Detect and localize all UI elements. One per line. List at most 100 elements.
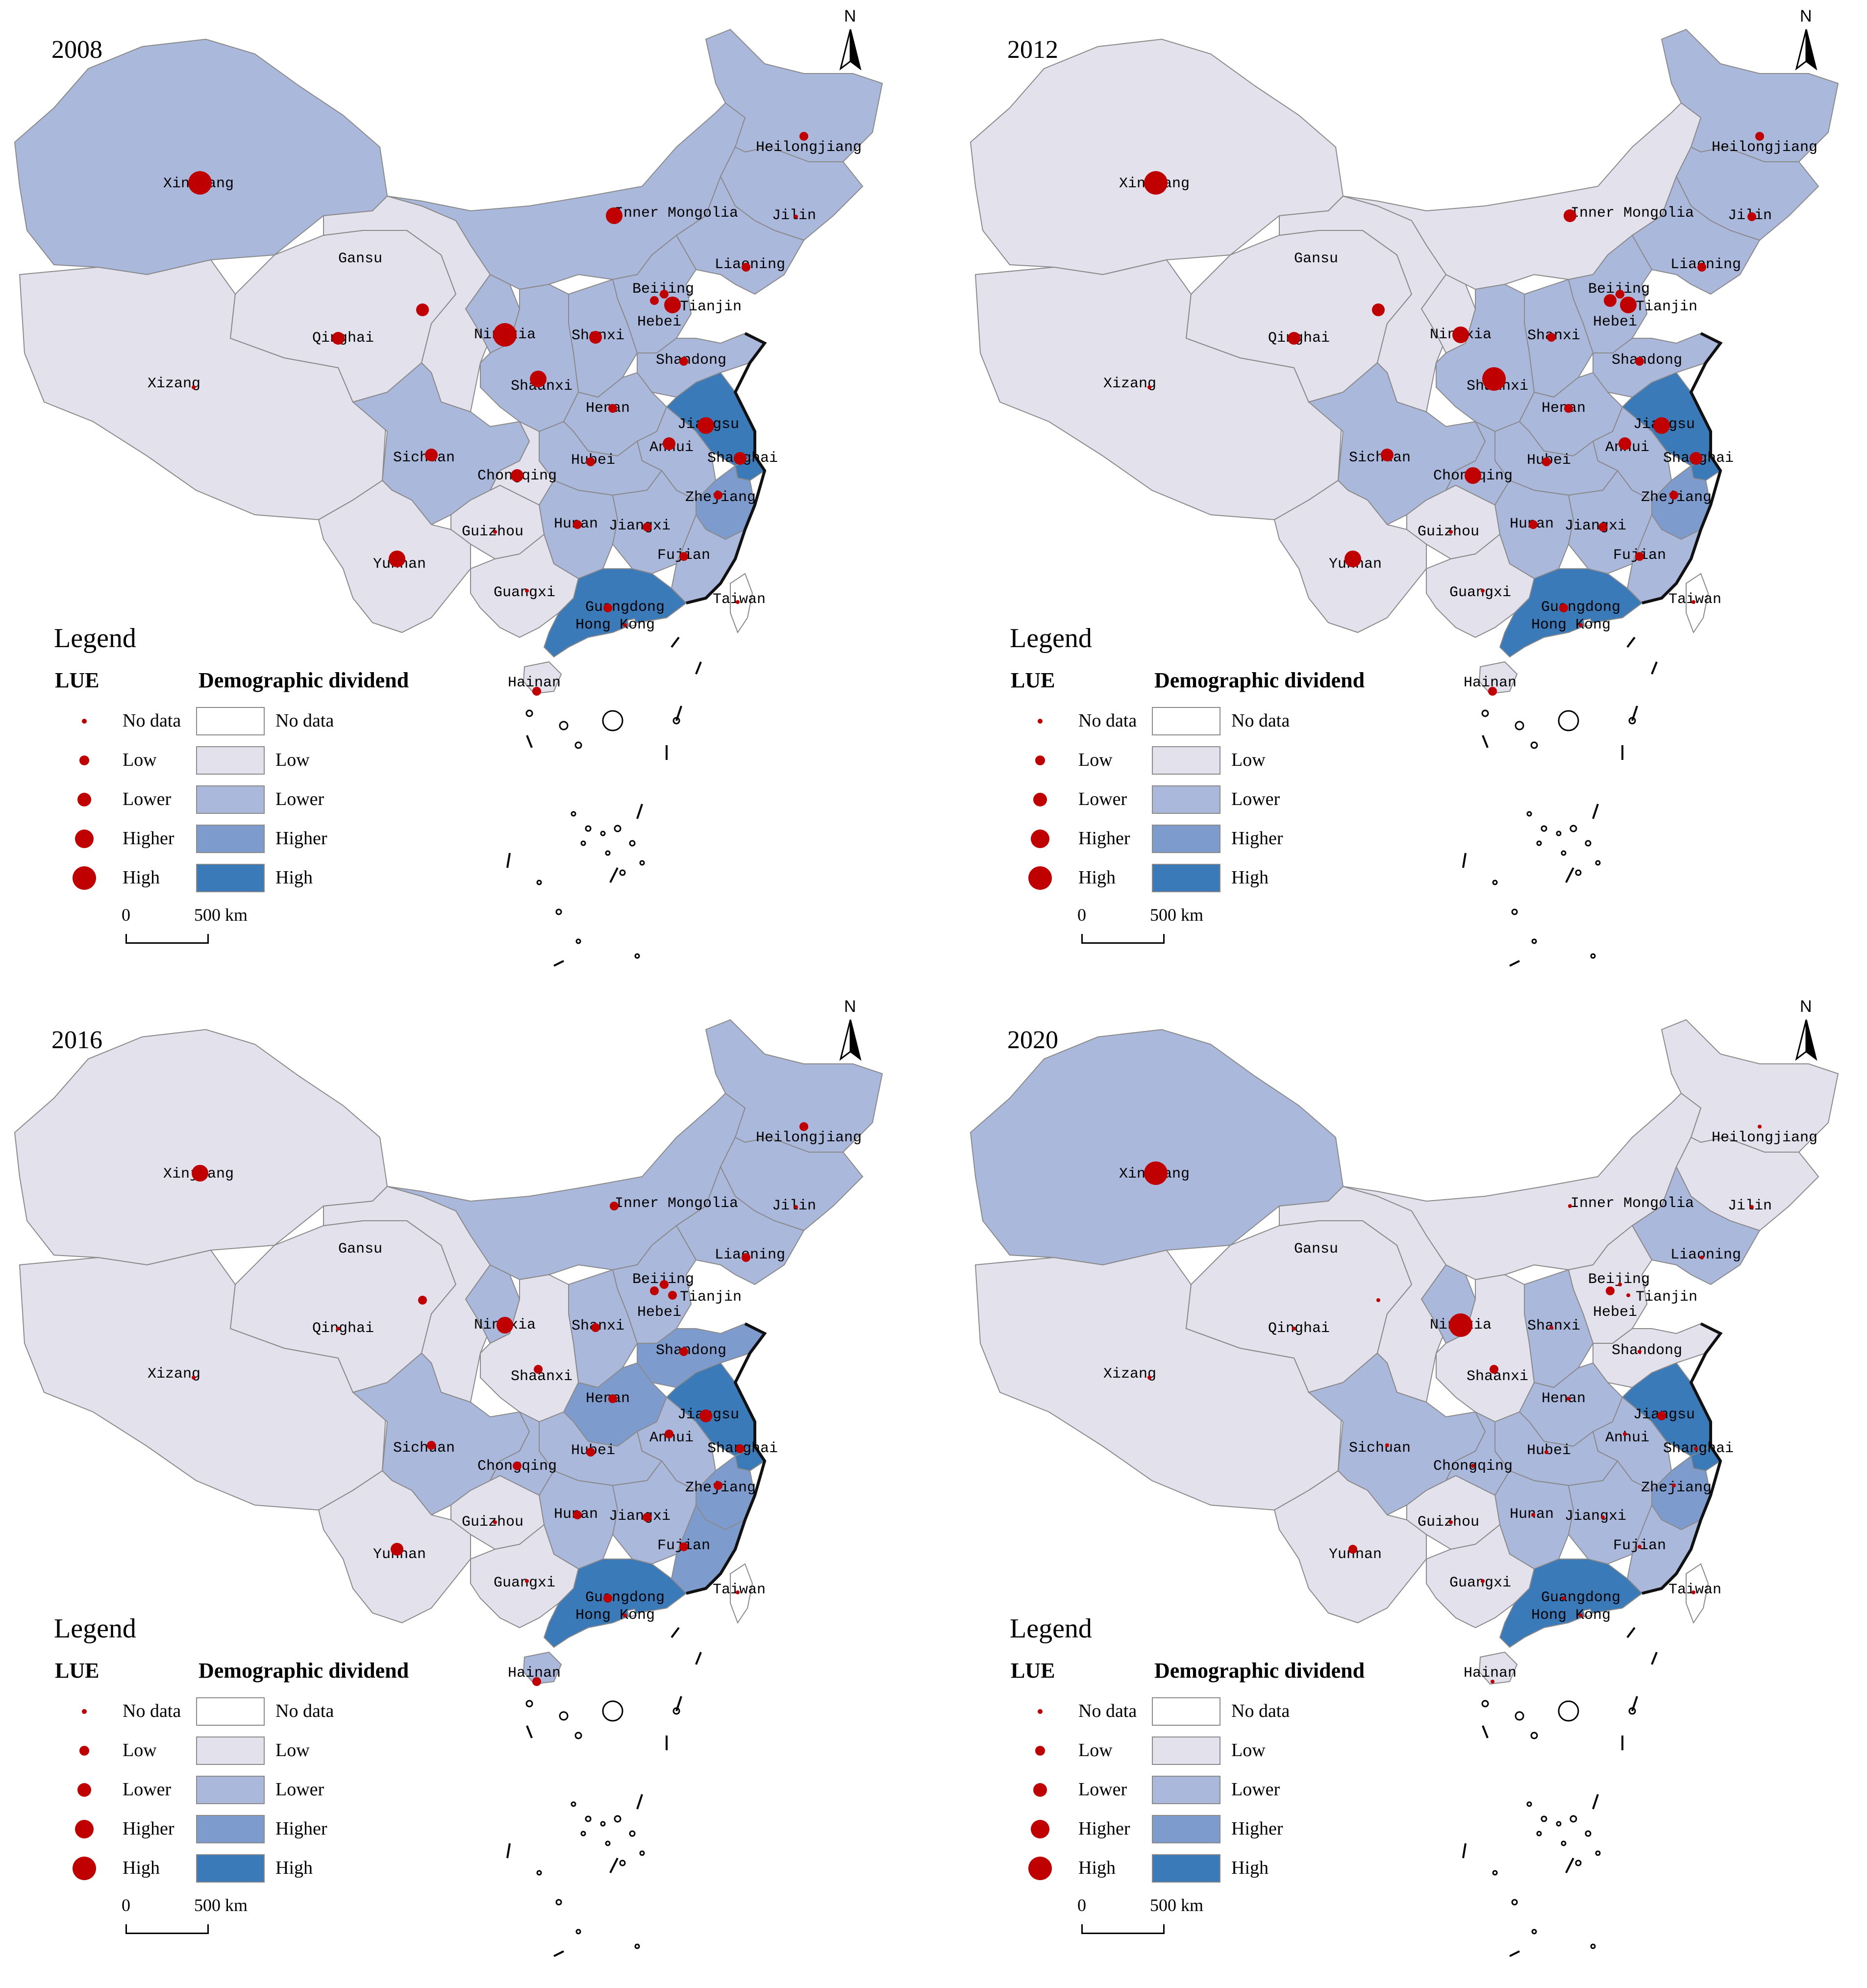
legend-row: Higher Higher — [49, 1815, 412, 1846]
lue-dot — [650, 1286, 659, 1295]
lue-dot — [336, 1327, 340, 1331]
lue-dot — [1638, 1350, 1642, 1354]
island-mark — [1561, 850, 1567, 856]
lue-dot — [1144, 171, 1168, 195]
province-label: Qinghai — [1268, 1320, 1330, 1337]
province-label: Hebei — [1593, 314, 1637, 330]
lue-dot — [1755, 132, 1764, 141]
province-guangdong — [1499, 568, 1643, 658]
island-mark — [1511, 1899, 1518, 1906]
province-xizang — [19, 259, 388, 521]
sea-boundary-dash — [1509, 960, 1520, 967]
north-arrow-icon — [1795, 1019, 1817, 1061]
legend-row: No data No data — [49, 1697, 412, 1729]
legend-dd-label: Lower — [1231, 789, 1280, 809]
legend-row: Low Low — [1005, 1736, 1368, 1768]
island-mark — [536, 880, 542, 885]
province-label: Gansu — [1294, 251, 1338, 267]
lue-dot — [1692, 600, 1695, 604]
legend-dd-swatch — [1152, 1776, 1220, 1804]
scale-bar-line — [125, 934, 209, 944]
island-mark — [580, 1831, 586, 1837]
lue-dot — [697, 417, 714, 434]
lue-dot — [1567, 1397, 1570, 1401]
legend-lue-title: LUE — [55, 1659, 100, 1683]
coastline — [1642, 332, 1723, 604]
lue-dot — [425, 449, 438, 461]
province-label: Taiwan — [713, 1582, 766, 1598]
lue-dot — [532, 1677, 541, 1686]
lue-dot — [1598, 523, 1607, 531]
coastline — [686, 1322, 767, 1595]
sea-boundary-dash — [671, 1627, 680, 1638]
lue-dot — [1481, 1579, 1485, 1583]
province-label: Guangdong — [585, 599, 665, 616]
province-label: Jilin — [772, 207, 816, 224]
legend-lue-dot — [75, 1820, 94, 1838]
north-arrow-icon — [839, 1019, 862, 1061]
legend-lue-title: LUE — [1011, 668, 1055, 692]
lue-dot — [1490, 1365, 1498, 1374]
province-label: Heilongjiang — [1712, 1130, 1817, 1146]
province-label: Liaoning — [1670, 1247, 1741, 1263]
island-mark — [639, 1850, 645, 1856]
island-mark — [525, 709, 533, 717]
island-mark — [1531, 938, 1537, 944]
province-label: Gansu — [1294, 1241, 1338, 1258]
north-arrow-icon — [839, 29, 862, 71]
island-mark — [605, 1840, 611, 1846]
province-label: Zhejiang — [1641, 1480, 1712, 1496]
sea-boundary-dash — [609, 867, 619, 883]
legend-lue-label: Lower — [123, 1779, 172, 1800]
island-mark — [1481, 1700, 1489, 1708]
legend-lue-dot — [1035, 1746, 1045, 1756]
province-label: Henan — [1542, 1390, 1586, 1407]
lue-dot — [192, 385, 196, 389]
legend-dd-swatch — [196, 1697, 265, 1726]
province-label: Guangdong — [1541, 1589, 1620, 1606]
island-mark — [585, 1815, 592, 1822]
lue-dot — [799, 132, 808, 141]
lue-dot — [1692, 1590, 1695, 1594]
province-label: Guangxi — [1449, 1575, 1511, 1591]
lue-dot — [1147, 1376, 1151, 1380]
sea-boundary-dash — [671, 636, 680, 648]
sea-boundary-dash — [553, 1950, 564, 1957]
legend-dd-swatch — [196, 1815, 265, 1843]
lue-dot — [1579, 1613, 1583, 1617]
island-mark — [536, 1870, 542, 1876]
lue-dot — [736, 1444, 745, 1453]
province-label: Gansu — [338, 1241, 382, 1258]
legend-title: Legend — [1010, 1613, 1092, 1644]
legend-lue-dot — [1035, 755, 1045, 765]
legend-row: Higher Higher — [49, 825, 412, 856]
legend-row: Low Low — [49, 1736, 412, 1768]
legend-row: Lower Lower — [1005, 785, 1368, 817]
island-mark — [639, 860, 645, 866]
legend-lue-label: Higher — [123, 1818, 174, 1839]
province-label: Liaoning — [1670, 256, 1741, 273]
island-mark — [1575, 1860, 1582, 1866]
legend-lue-dot — [1038, 1709, 1043, 1714]
legend-lue-label: High — [123, 1858, 160, 1878]
legend-lue-dot — [77, 1783, 91, 1797]
province-label: Heilongjiang — [1712, 139, 1817, 156]
legend-lue-dot — [1028, 866, 1052, 890]
province-label: Guangdong — [585, 1589, 665, 1606]
north-arrow-icon — [1795, 29, 1817, 71]
island-mark — [574, 1732, 582, 1739]
province-label: Shanxi — [1527, 1318, 1580, 1334]
province-label: Inner Mongolia — [1570, 1195, 1694, 1212]
province-label: Qinghai — [312, 1320, 374, 1337]
scale-zero: 0 — [1077, 1895, 1086, 1915]
legend-dd-label: Higher — [275, 1818, 327, 1839]
legend-lue-label: No data — [1078, 710, 1137, 731]
legend-lue-label: Low — [1078, 750, 1113, 770]
legend-dd-swatch — [196, 864, 265, 892]
island-mark — [629, 840, 636, 847]
north-label: N — [1800, 997, 1812, 1016]
lue-dot — [1465, 467, 1481, 484]
legend-lue-dot — [1031, 1820, 1049, 1838]
sea-boundary-dash — [1626, 636, 1636, 648]
province-label: Guangdong — [1541, 599, 1620, 616]
